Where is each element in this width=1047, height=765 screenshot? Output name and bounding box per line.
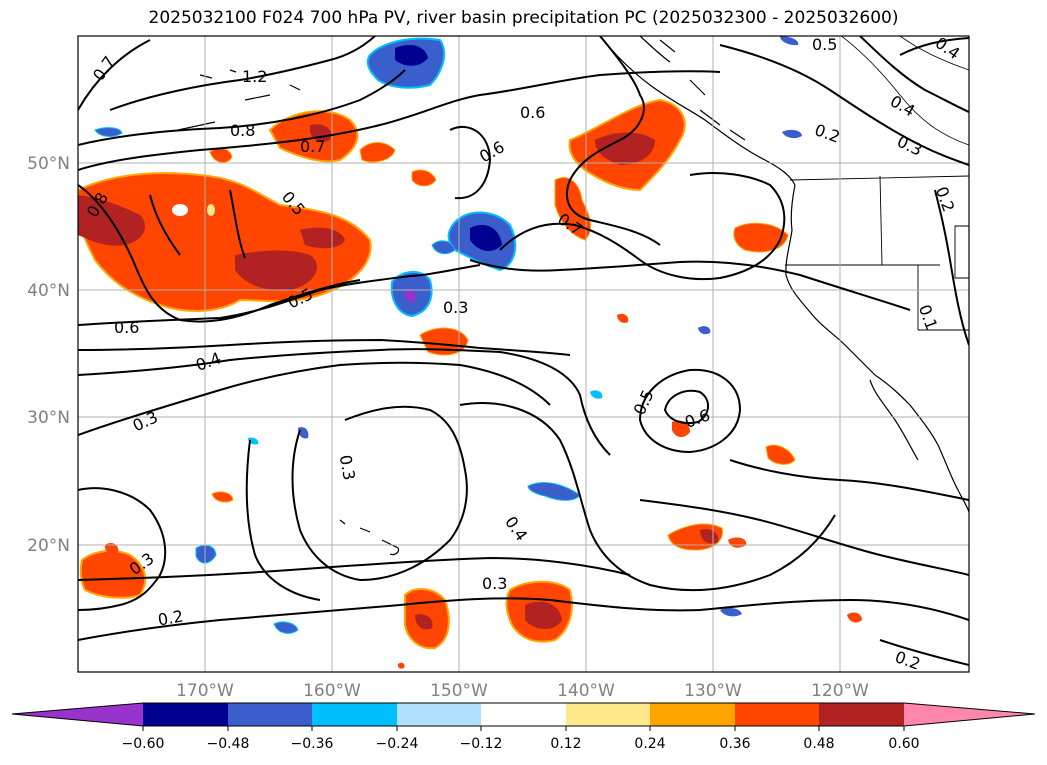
colorbar-tick-label: −0.48: [207, 736, 250, 752]
colorbar-tick-label: 0.60: [888, 736, 919, 752]
colorbar-swatch: [143, 703, 228, 726]
lon-label-130w: 130°W: [684, 681, 742, 701]
colorbar-swatch: [228, 703, 312, 726]
lat-label-20n: 20°N: [27, 536, 70, 556]
coastline-layer: [177, 36, 969, 556]
contour-label: 0.3: [482, 574, 507, 593]
lon-label-160w: 160°W: [303, 681, 361, 701]
colorbar-tick-label: 0.48: [803, 736, 834, 752]
colorbar-swatch: [566, 703, 650, 726]
lon-labels: 170°W 160°W 150°W 140°W 130°W 120°W: [176, 681, 869, 701]
contour-label: 1.2: [242, 67, 267, 86]
colorbar-swatch: [819, 703, 904, 726]
colorbar-swatch: [650, 703, 735, 726]
figure-title: 2025032100 F024 700 hPa PV, river basin …: [148, 8, 899, 28]
colorbar-swatch: [312, 703, 397, 726]
colorbar-max-extend: [904, 703, 1035, 726]
contour-label: 0.5: [812, 35, 837, 54]
graticule-layer: [78, 36, 969, 672]
map-plot-area: [78, 36, 969, 672]
colorbar: −0.60 −0.48 −0.36 −0.24 −0.12 0.12 0.24 …: [11, 702, 1036, 752]
lat-label-30n: 30°N: [27, 408, 70, 428]
colorbar-swatch: [735, 703, 819, 726]
contour-label: 0.3: [443, 298, 468, 317]
lat-label-50n: 50°N: [27, 154, 70, 174]
lon-label-150w: 150°W: [430, 681, 488, 701]
pv-contours-layer: [78, 36, 969, 666]
colorbar-tick-label: −0.60: [122, 736, 165, 752]
lon-label-120w: 120°W: [811, 681, 869, 701]
colorbar-tick-label: −0.24: [376, 736, 419, 752]
contour-label: 0.7: [300, 137, 325, 156]
contour-label: 0.8: [230, 121, 255, 140]
contour-label: 0.6: [520, 103, 545, 122]
colorbar-tick-label: 0.36: [719, 736, 750, 752]
lat-labels: 50°N 40°N 30°N 20°N: [27, 154, 70, 556]
lat-label-40n: 40°N: [27, 281, 70, 301]
colorbar-tick-label: −0.12: [460, 736, 503, 752]
lon-label-140w: 140°W: [557, 681, 615, 701]
contour-label: 0.2: [156, 606, 184, 629]
colorbar-tick-label: 0.12: [550, 736, 581, 752]
precip-shading-layer: [78, 36, 862, 669]
colorbar-swatch: [481, 703, 566, 726]
colorbar-swatch: [397, 703, 481, 726]
lon-label-170w: 170°W: [176, 681, 234, 701]
contour-label: 0.6: [114, 318, 139, 337]
colorbar-tick-label: −0.36: [291, 736, 334, 752]
map-frame: [77, 35, 970, 673]
contour-label: 0.3: [336, 453, 359, 481]
colorbar-tick-label: 0.24: [634, 736, 665, 752]
colorbar-min-extend: [12, 703, 143, 726]
